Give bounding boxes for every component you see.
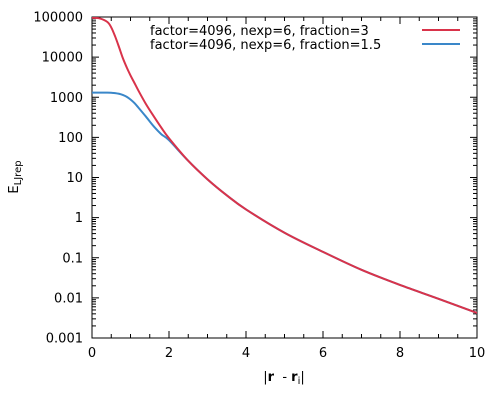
x-label-bar-left: |	[263, 370, 267, 385]
x-label-r: r	[268, 370, 275, 385]
x-tick-labels: 0 2 4 6 8 10	[88, 346, 485, 361]
legend-label: factor=4096, nexp=6, fraction=3	[150, 24, 369, 39]
x-tick-label: 10	[469, 346, 486, 361]
y-label-sub: LJrep	[13, 160, 24, 185]
x-label-sub-i: i	[298, 376, 301, 387]
x-axis-label: |r - ri|	[263, 370, 305, 387]
series-line	[92, 91, 477, 314]
series-line	[92, 17, 477, 314]
x-label-bar-right: |	[300, 370, 304, 385]
x-tick-label: 8	[396, 346, 404, 361]
y-axis-label: ELJrep	[7, 160, 24, 193]
legend-label: factor=4096, nexp=6, fraction=1.5	[150, 38, 381, 53]
y-tick-labels: 0.001 0.01 0.1 1 10 100 1000 10000 100000	[33, 11, 83, 347]
y-tick-label: 10	[66, 171, 83, 186]
x-tick-label: 0	[88, 346, 96, 361]
y-tick-label: 100000	[33, 11, 83, 26]
legend: factor=4096, nexp=6, fraction=3factor=40…	[150, 24, 460, 53]
x-tick-label: 2	[165, 346, 173, 361]
y-tick-label: 10000	[42, 51, 83, 66]
series-lines	[92, 17, 477, 314]
plot-frame	[91, 16, 478, 339]
y-tick-label: 1000	[50, 91, 83, 106]
axis-ticks	[91, 16, 478, 339]
x-label-ri: r	[291, 370, 298, 385]
plot-area	[91, 16, 478, 339]
x-label-minus: -	[274, 370, 291, 385]
y-label-main: E	[7, 185, 22, 193]
x-tick-label: 4	[242, 346, 250, 361]
x-tick-label: 6	[319, 346, 327, 361]
y-tick-label: 0.001	[46, 332, 83, 347]
y-tick-label: 0.01	[54, 291, 83, 306]
y-tick-label: 100	[58, 131, 83, 146]
y-tick-label: 0.1	[62, 251, 83, 266]
y-tick-label: 1	[75, 211, 83, 226]
